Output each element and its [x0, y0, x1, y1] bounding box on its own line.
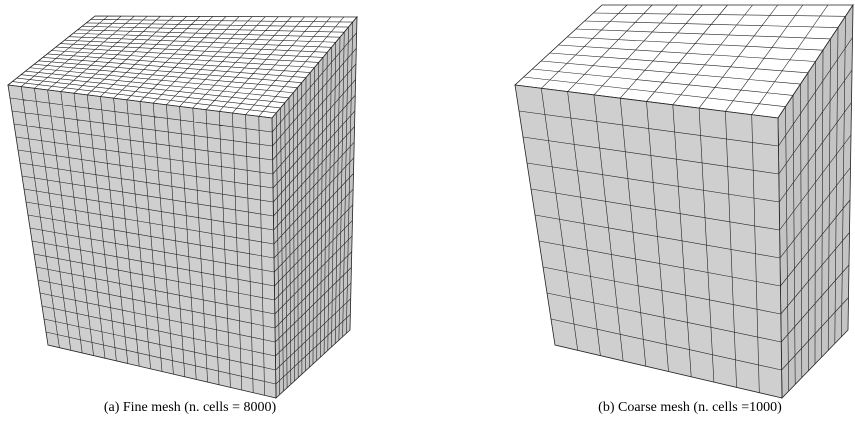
caption: (b) Coarse mesh (n. cells =1000) [598, 400, 782, 415]
coarse-mesh-cube [515, 5, 853, 398]
front-face [8, 85, 276, 398]
front-face [515, 85, 782, 398]
fine-mesh-cube [8, 16, 357, 398]
caption: (a) Fine mesh (n. cells = 8000) [104, 400, 277, 415]
figure: (a) Fine mesh (n. cells = 8000) (b) Coar… [0, 0, 855, 421]
